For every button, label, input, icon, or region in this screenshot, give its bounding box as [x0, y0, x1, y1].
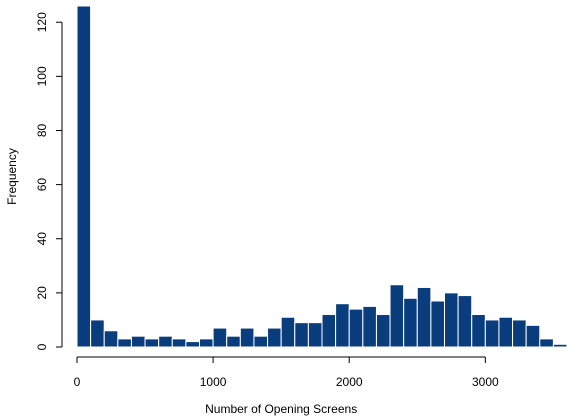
histogram-bar — [226, 335, 241, 348]
histogram-bar — [539, 338, 554, 348]
histogram-bar — [307, 322, 323, 348]
x-tick-label: 2000 — [336, 375, 363, 389]
x-axis-title: Number of Opening Screens — [205, 402, 357, 416]
y-tick-label: 40 — [35, 232, 49, 246]
histogram-bar — [212, 327, 228, 348]
histogram-bar — [144, 338, 160, 348]
histogram-bar — [335, 303, 350, 348]
histogram-bar — [321, 314, 337, 348]
histogram-bar — [90, 319, 105, 348]
histogram-bar — [253, 335, 269, 348]
histogram-bar — [294, 322, 309, 348]
histogram-bar — [280, 316, 296, 348]
x-tick-label: 3000 — [472, 375, 499, 389]
histogram-bar — [389, 284, 405, 348]
histogram-bar — [416, 286, 432, 348]
histogram-bar — [239, 327, 255, 348]
y-tick-label: 20 — [35, 286, 49, 300]
histogram-bar — [552, 343, 568, 348]
histogram-bar — [403, 297, 418, 348]
histogram-bar — [348, 308, 364, 348]
histogram-bar — [525, 324, 541, 348]
bars-group — [76, 5, 568, 348]
histogram-bar — [498, 316, 514, 348]
histogram-bar — [457, 295, 473, 348]
y-tick-label: 0 — [35, 343, 49, 350]
histogram-bar — [430, 300, 445, 348]
histogram-bar — [512, 319, 527, 348]
y-axis-title: Frequency — [5, 148, 19, 205]
histogram-bar — [130, 335, 146, 348]
histogram-bar — [444, 292, 459, 348]
x-tick-label: 1000 — [200, 375, 227, 389]
histogram-bar — [158, 335, 173, 348]
y-ticks-group: 0 20 40 60 80 100 120 — [35, 12, 62, 350]
y-tick-label: 60 — [35, 178, 49, 192]
x-tick-label: 0 — [74, 375, 81, 389]
histogram-bar — [185, 341, 200, 348]
y-tick-label: 100 — [35, 66, 49, 86]
histogram-bar — [267, 327, 282, 348]
x-ticks-group: 0 1000 2000 3000 — [74, 357, 499, 389]
histogram-bar — [171, 338, 187, 348]
histogram-bar — [117, 338, 132, 348]
histogram-bar — [76, 5, 92, 348]
histogram-bar — [484, 319, 500, 348]
y-tick-label: 80 — [35, 123, 49, 137]
histogram-bar — [375, 314, 391, 348]
histogram-bar — [199, 338, 214, 348]
histogram-bar — [103, 330, 119, 348]
histogram-bar — [471, 314, 486, 348]
y-tick-label: 120 — [35, 12, 49, 32]
histogram-bar — [362, 305, 377, 348]
